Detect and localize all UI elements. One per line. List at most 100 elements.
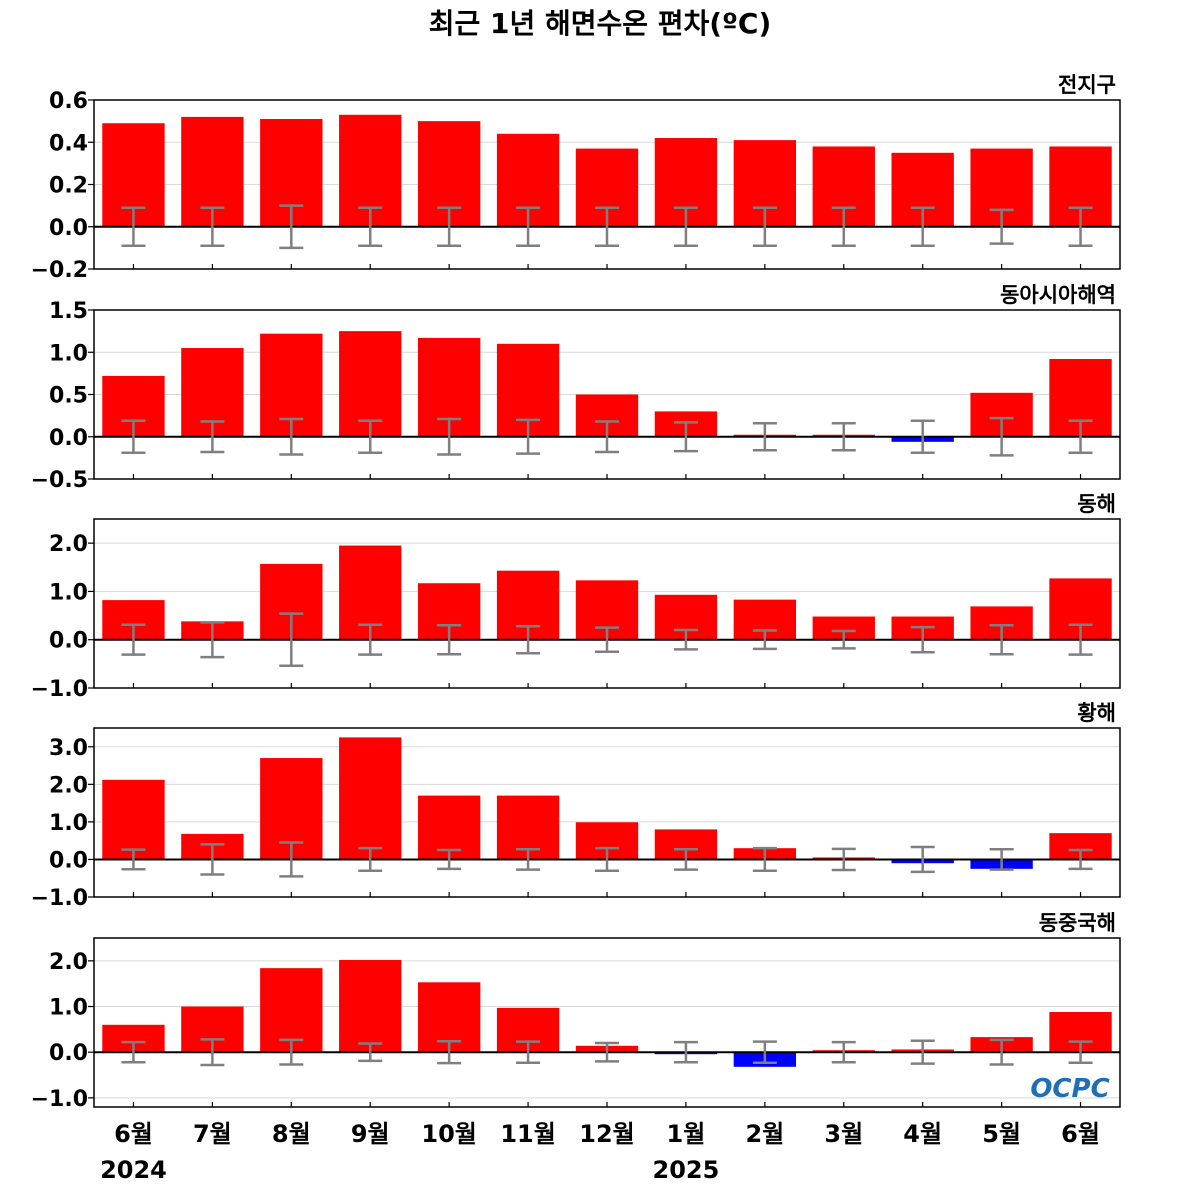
y-tick-label: 0.0 [49, 1041, 88, 1066]
x-tick-label: 10월 [421, 1120, 476, 1148]
y-tick-label: 0.2 [49, 174, 88, 199]
error-bar [1068, 419, 1093, 455]
error-bar [200, 1038, 225, 1067]
error-bar [1068, 623, 1093, 656]
error-bar [516, 206, 541, 248]
error-bar [279, 417, 304, 456]
y-tick-label: −1.0 [31, 677, 88, 702]
year-label: 2024 [100, 1156, 167, 1184]
error-bar [831, 1040, 856, 1064]
x-tick-label: 5월 [982, 1120, 1021, 1148]
panel-title: 동중국해 [1039, 911, 1116, 935]
error-bar [910, 1039, 935, 1065]
error-bar [279, 841, 304, 878]
error-bar [989, 623, 1014, 656]
error-bar [358, 623, 383, 656]
panel-3: −1.0 0.0 1.0 2.0 3.0 황해 [31, 701, 1121, 911]
error-bar [437, 417, 462, 456]
error-bar [595, 206, 619, 248]
x-tick-label: 7월 [193, 1120, 232, 1148]
x-tick-label: 4월 [903, 1120, 942, 1148]
error-bar [437, 206, 462, 248]
x-tick-label: 9월 [351, 1120, 390, 1148]
error-bar [516, 1040, 541, 1064]
error-bar [910, 419, 935, 455]
x-tick-label: 8월 [272, 1120, 311, 1148]
x-tick-label: 11월 [500, 1120, 555, 1148]
ocpc-logo: OCPC [1030, 1074, 1109, 1104]
x-tick-label: 6월 [1061, 1120, 1100, 1148]
bar [102, 779, 165, 860]
bar [339, 331, 402, 437]
error-bar [516, 624, 541, 655]
error-bar [989, 208, 1014, 245]
error-bar [673, 421, 698, 453]
error-bar [437, 848, 462, 871]
error-bar [1068, 1040, 1093, 1064]
panel-title: 전지구 [1058, 73, 1116, 97]
x-tick-label: 2월 [745, 1120, 784, 1148]
bar [339, 737, 402, 860]
chart-title: 최근 1년 해면수온 편차(ºC) [429, 7, 772, 40]
y-tick-label: 1.0 [49, 341, 88, 366]
x-tick-label: 1월 [667, 1120, 706, 1148]
y-tick-label: 0.0 [49, 629, 88, 654]
error-bar [358, 1042, 383, 1063]
error-bar [516, 418, 541, 455]
error-bar [358, 419, 383, 455]
error-bar [279, 204, 304, 250]
y-tick-label: 1.0 [49, 996, 88, 1021]
error-bar [752, 846, 777, 872]
y-tick-label: −0.5 [31, 468, 88, 493]
y-tick-label: 1.5 [49, 299, 88, 324]
y-tick-label: 0.6 [49, 89, 88, 114]
error-bar [910, 206, 935, 248]
y-tick-label: 1.0 [49, 811, 88, 836]
error-bar [1068, 206, 1093, 248]
panel-2: −1.0 0.0 1.0 2.0 동해 [31, 492, 1121, 702]
error-bar [200, 420, 225, 454]
panel-frame [93, 937, 1121, 1108]
y-tick-label: 2.0 [49, 950, 88, 975]
y-tick-label: 2.0 [49, 773, 88, 798]
error-bar [989, 848, 1014, 871]
bar [417, 795, 481, 860]
error-bar [279, 1038, 304, 1066]
error-bar [595, 846, 619, 872]
error-bar [989, 416, 1014, 457]
error-bar [910, 845, 935, 874]
panel-1: −0.5 0.0 0.5 1.0 1.5 동아시아해역 [31, 283, 1121, 493]
error-bar [752, 206, 777, 248]
y-tick-label: 0.0 [49, 216, 88, 241]
error-bar [121, 1040, 146, 1064]
y-tick-label: 0.5 [49, 384, 88, 409]
error-bar [595, 626, 619, 654]
panel-title: 동해 [1077, 492, 1116, 516]
y-tick-label: 0.4 [49, 131, 88, 156]
error-bar [831, 421, 856, 452]
error-bar [358, 206, 383, 248]
panel-title: 황해 [1077, 701, 1116, 725]
error-bar [752, 1040, 777, 1064]
error-bar [831, 847, 856, 872]
error-bar [1068, 848, 1093, 871]
error-bar [437, 1039, 462, 1065]
error-bar [673, 206, 698, 248]
error-bar [989, 1038, 1014, 1066]
x-axis: 6월 7월 8월 9월 10월 11월 12월 1월 2월 3월 4월 5월 6월 2024 2025 [100, 1120, 1100, 1184]
panel-0: −0.2 0.0 0.2 0.4 0.6 전지구 [31, 73, 1121, 283]
y-tick-label: −0.2 [31, 258, 88, 283]
error-bar [121, 623, 146, 656]
error-bar [831, 629, 856, 650]
y-tick-label: 1.0 [49, 580, 88, 605]
error-bar [279, 612, 304, 668]
panel-title: 동아시아해역 [1000, 283, 1116, 307]
ocpc-logo-text: OCPC [1030, 1074, 1109, 1104]
error-bar [358, 846, 383, 872]
x-tick-label: 12월 [579, 1120, 634, 1148]
y-tick-label: 2.0 [49, 532, 88, 557]
bar [812, 616, 875, 640]
error-bar [673, 848, 698, 871]
year-label: 2025 [653, 1156, 720, 1184]
